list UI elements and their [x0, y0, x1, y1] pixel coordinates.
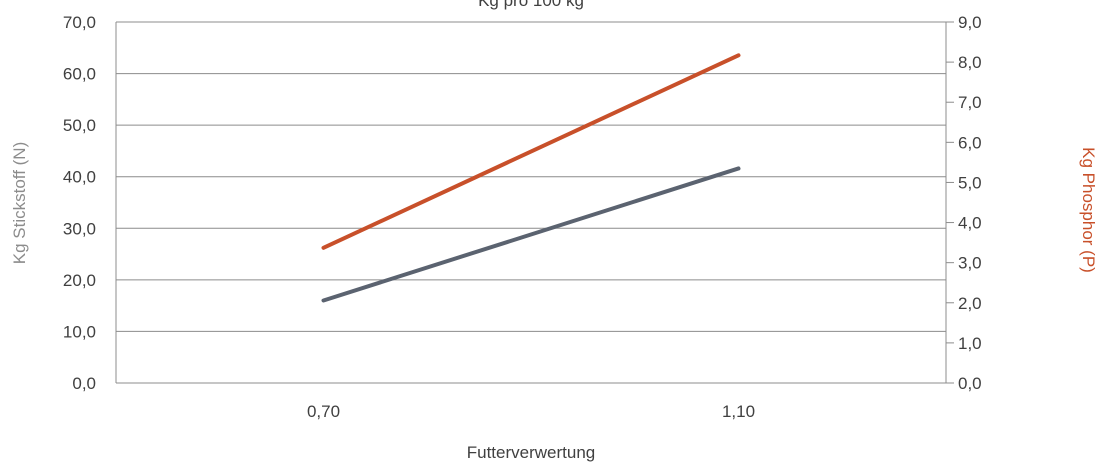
x-axis-ticks: 0,70 1,10 — [307, 402, 755, 421]
right-tick-label: 3,0 — [958, 254, 982, 273]
right-tick-label: 0,0 — [958, 374, 982, 393]
left-tick-label: 60,0 — [63, 65, 96, 84]
x-axis-title: Futterverwertung — [467, 443, 596, 462]
left-tick-label: 40,0 — [63, 168, 96, 187]
chart-title: Kg pro 100 kg — [478, 0, 584, 10]
right-tick-label: 1,0 — [958, 334, 982, 353]
x-tick-label: 0,70 — [307, 402, 340, 421]
x-tick-label: 1,10 — [722, 402, 755, 421]
right-tick-label: 4,0 — [958, 214, 982, 233]
phosphor-series-line — [321, 53, 741, 250]
right-tick-label: 9,0 — [958, 13, 982, 32]
right-axis-title: Kg Phosphor (P) — [1079, 147, 1098, 273]
right-tick-label: 5,0 — [958, 173, 982, 192]
left-tick-label: 50,0 — [63, 116, 96, 135]
left-axis-ticks: 0,0 10,0 20,0 30,0 40,0 50,0 60,0 70,0 — [63, 13, 96, 393]
left-axis-title: Kg Stickstoff (N) — [10, 142, 29, 265]
left-tick-label: 70,0 — [63, 13, 96, 32]
series-lines — [321, 53, 741, 303]
left-tick-label: 0,0 — [72, 374, 96, 393]
right-tick-label: 6,0 — [958, 133, 982, 152]
gridlines — [115, 21, 954, 384]
left-tick-label: 30,0 — [63, 219, 96, 238]
left-tick-label: 10,0 — [63, 322, 96, 341]
left-tick-label: 20,0 — [63, 271, 96, 290]
right-tick-label: 8,0 — [958, 53, 982, 72]
right-axis-ticks: 0,0 1,0 2,0 3,0 4,0 5,0 6,0 7,0 8,0 9,0 — [958, 13, 982, 393]
nitrogen-series-line — [321, 166, 741, 303]
right-tick-label: 2,0 — [958, 294, 982, 313]
right-tick-label: 7,0 — [958, 93, 982, 112]
